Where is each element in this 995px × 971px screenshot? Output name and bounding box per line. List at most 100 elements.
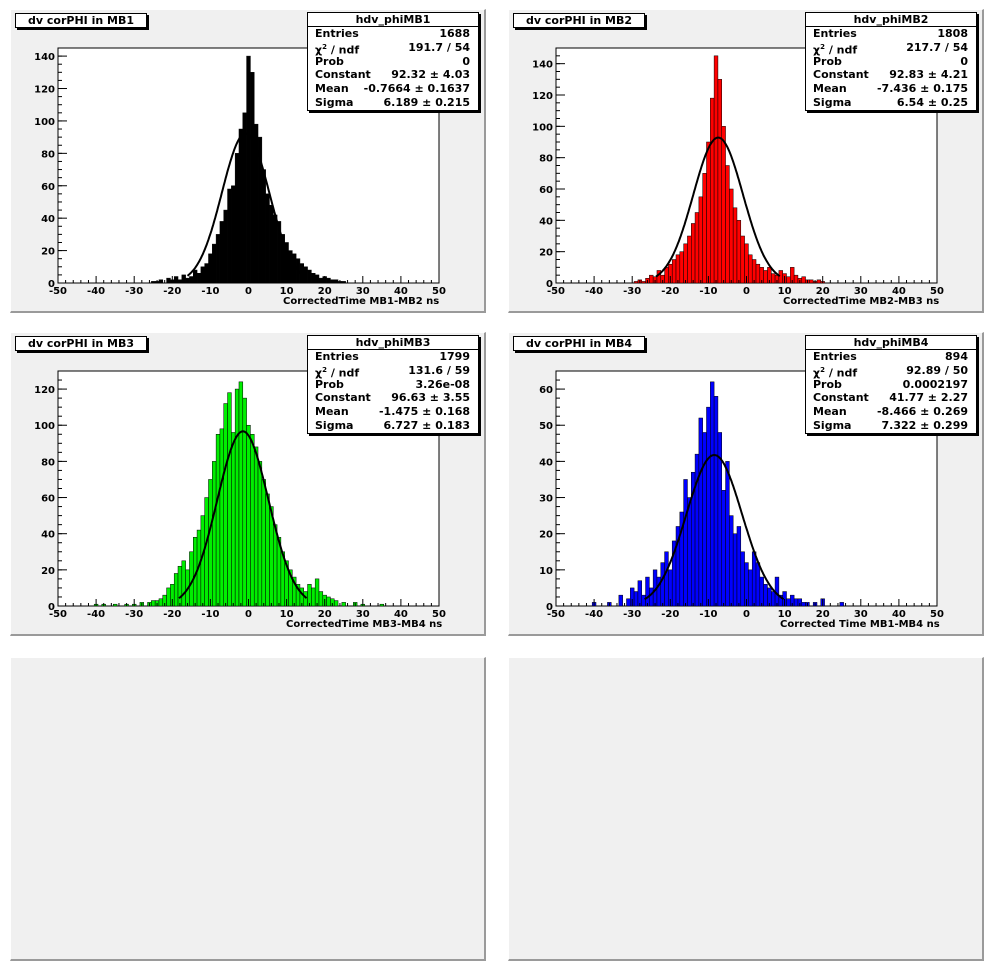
x-tick-label: 30	[356, 609, 370, 620]
x-tick-label: 10	[280, 609, 294, 620]
gaussian-fit-curve	[644, 453, 785, 601]
stats-label-constant: Constant	[315, 68, 371, 82]
histogram-bar	[691, 223, 696, 284]
stats-name: hdv_phiMB1	[308, 13, 478, 27]
histogram-bar	[637, 580, 642, 607]
histogram-bar	[273, 214, 278, 284]
stats-label-sigma: Sigma	[813, 418, 852, 432]
x-tick-label: -20	[661, 609, 679, 620]
histogram-bar	[740, 551, 745, 607]
y-tick-label: 40	[41, 214, 55, 225]
chi-exponent: 2	[322, 42, 327, 51]
y-tick-label: 60	[41, 182, 55, 193]
histogram-bar	[303, 266, 308, 284]
histogram-bar	[166, 277, 171, 284]
histogram-bar	[311, 587, 316, 607]
chi-symbol: χ	[813, 366, 821, 380]
stats-row-mean: Mean -0.7664 ± 0.1637	[308, 82, 478, 96]
x-tick-label: 40	[892, 609, 906, 620]
histogram-bar	[713, 55, 719, 284]
stats-label-constant: Constant	[813, 68, 869, 82]
stats-row-chi2: χ2 / ndf 217.7 / 54	[806, 41, 976, 57]
histogram-bar	[253, 446, 259, 607]
histogram-bar	[793, 598, 799, 607]
stats-label-chi2: χ2 / ndf	[315, 41, 359, 57]
histogram-bar	[816, 279, 822, 284]
canvas-pad-1: -50 -40 -30 -20 -10 0 10 20 30 40 50 0 20 40 60 80 100 12…	[10, 9, 486, 313]
histogram-bar	[341, 602, 346, 607]
y-tick-label: 80	[539, 154, 553, 165]
histogram-bar	[786, 276, 791, 284]
histogram-bar	[246, 55, 251, 284]
histogram-bar	[326, 596, 331, 607]
histogram-bar	[265, 493, 270, 607]
x-tick-label: 0	[743, 286, 750, 297]
histogram-bar	[675, 254, 681, 284]
x-tick-label: -30	[125, 286, 143, 297]
x-tick-label: -30	[125, 609, 143, 620]
stats-label-mean: Mean	[315, 405, 349, 419]
stats-row-entries: Entries 1799	[308, 350, 478, 364]
stats-value-prob: 0	[960, 54, 968, 68]
x-tick-label: -40	[585, 286, 603, 297]
stats-label-entries: Entries	[813, 350, 857, 363]
stats-label-prob: Prob	[813, 54, 842, 68]
y-tick-label: 120	[34, 85, 55, 96]
x-tick-label: -10	[201, 609, 219, 620]
histogram-bar	[151, 600, 156, 607]
stats-box: hdv_phiMB2 Entries 1808 χ2 / ndf 217.7 / 54 P…	[805, 12, 977, 111]
stats-row-chi2: χ2 / ndf 131.6 / 59	[308, 364, 478, 380]
x-tick-label: -50	[547, 609, 565, 620]
pad-title: dv corPHI in MB1	[15, 13, 147, 28]
stats-label-prob: Prob	[315, 54, 344, 68]
chi-symbol: χ	[813, 43, 821, 57]
y-tick-label: 100	[34, 117, 55, 128]
histogram-bar	[771, 591, 776, 607]
y-tick-label: 60	[539, 185, 553, 196]
canvas-pad-6	[508, 657, 984, 961]
histogram-bar	[671, 259, 677, 284]
pad-title: dv corPHI in MB4	[513, 336, 645, 351]
histogram-bar	[326, 277, 331, 284]
histogram-bar	[717, 79, 722, 284]
histogram-bar	[725, 165, 730, 284]
y-tick-label: 30	[539, 494, 553, 505]
stats-label-sigma: Sigma	[813, 95, 852, 109]
histogram-bar	[839, 602, 844, 607]
histogram-bar	[759, 576, 764, 607]
y-tick-label: 0	[546, 279, 553, 290]
stats-row-mean: Mean -8.466 ± 0.269	[806, 405, 976, 419]
stats-label-entries: Entries	[315, 350, 359, 363]
stats-value-sigma: 6.189 ± 0.215	[383, 95, 470, 109]
histogram-bar	[219, 221, 224, 284]
histogram-bar	[333, 600, 339, 607]
y-tick-label: 100	[532, 122, 553, 133]
stats-row-constant: Constant 41.77 ± 2.27	[806, 391, 976, 405]
y-tick-label: 100	[34, 421, 55, 432]
y-tick-label: 40	[539, 216, 553, 227]
chi-symbol: χ	[315, 43, 323, 57]
y-tick-label: 120	[532, 91, 553, 102]
stats-box: hdv_phiMB4 Entries 894 χ2 / ndf 92.89 / 50 Pr…	[805, 335, 977, 434]
histogram-bar	[181, 274, 186, 284]
histogram-bar	[112, 603, 118, 607]
stats-label-prob: Prob	[315, 377, 344, 391]
x-tick-label: 0	[245, 286, 252, 297]
histogram-bar	[801, 276, 806, 284]
histogram-bar	[158, 279, 164, 284]
stats-name: hdv_phiMB4	[806, 336, 976, 350]
ndf-label: / ndf	[828, 43, 858, 57]
y-tick-label: 60	[539, 385, 553, 396]
histogram-bar	[250, 72, 255, 284]
x-tick-label: 50	[432, 286, 446, 297]
pad-title: dv corPHI in MB2	[513, 13, 645, 28]
histogram-bar	[166, 587, 171, 607]
histogram-bar	[721, 490, 726, 607]
gaussian-fit-curve	[655, 136, 781, 278]
histogram-bar	[208, 479, 213, 607]
histogram-plot: -50 -40 -30 -20 -10 0 10 20 30 40 50 0 20 40 60 80 100 12…	[532, 47, 944, 297]
x-tick-label: -50	[49, 286, 67, 297]
stats-value-sigma: 6.727 ± 0.183	[383, 418, 470, 432]
histogram-bar	[379, 603, 385, 607]
histogram-bar	[664, 551, 669, 607]
